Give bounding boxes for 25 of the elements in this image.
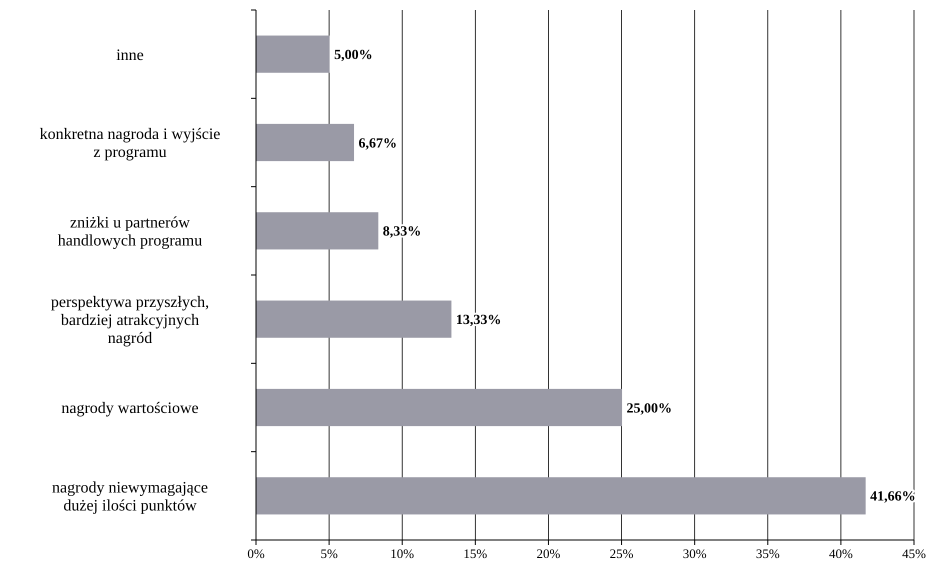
data-label: 5,00% [334,48,373,64]
bar [256,124,354,162]
x-tick-label: 5% [320,546,338,561]
x-tick-label: 45% [902,546,926,561]
y-tick-label: konkretna nagroda i wyjście z programu [40,126,220,162]
y-tick-label: zniżki u partnerów handlowych programu [58,214,202,250]
bar [256,36,330,73]
x-tick-label: 40% [828,546,853,561]
bar [256,300,452,338]
bar [256,477,866,514]
data-label: 6,67% [358,136,398,152]
x-tick-label: 30% [682,546,707,561]
y-tick-label: perspektywa przyszłych, bardziej atrakcyjnych nagród [50,294,210,347]
bar [256,212,378,250]
y-tick-label: nagrody niewymagające dużej ilości punktów [52,479,208,514]
x-tick-label: 15% [463,546,488,561]
x-tick-label: 0% [247,546,265,561]
x-tick-label: 35% [756,546,780,561]
y-tick-label: nagrody wartościowe [61,400,199,418]
x-tick-label: 25% [610,546,634,561]
x-tick-label: 20% [536,546,561,561]
y-tick-label: inne [116,46,144,64]
x-tick-label: 10% [390,546,414,561]
data-label: 25,00% [626,401,672,416]
bar [256,388,622,426]
